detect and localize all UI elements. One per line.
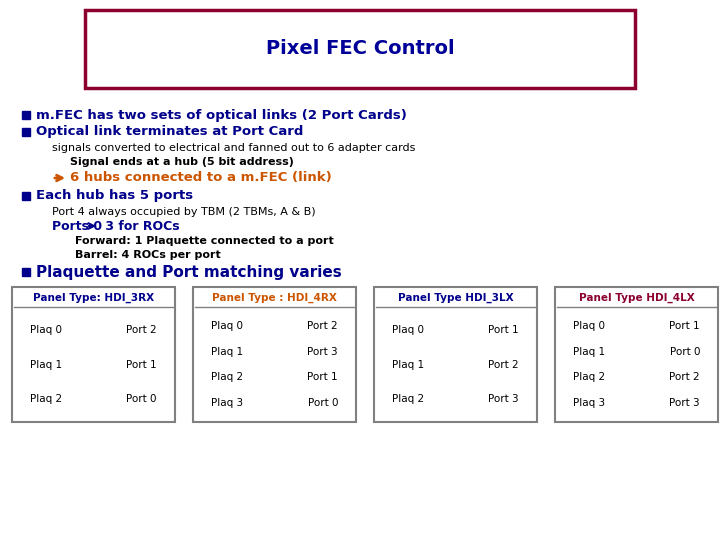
Text: Panel Type HDI_3LX: Panel Type HDI_3LX — [397, 293, 513, 303]
Text: Port 1: Port 1 — [670, 321, 700, 331]
Text: Plaq 1: Plaq 1 — [30, 360, 62, 369]
Text: Port 3: Port 3 — [307, 347, 338, 356]
Text: Panel Type HDI_4LX: Panel Type HDI_4LX — [579, 293, 694, 303]
Text: Plaq 2: Plaq 2 — [211, 373, 243, 382]
Text: Port 1: Port 1 — [307, 373, 338, 382]
Text: Barrel: 4 ROCs per port: Barrel: 4 ROCs per port — [75, 250, 221, 260]
Text: Port 0: Port 0 — [307, 398, 338, 408]
Text: Each hub has 5 ports: Each hub has 5 ports — [36, 190, 193, 202]
Text: Pixel FEC Control: Pixel FEC Control — [266, 39, 454, 58]
Text: 3 for ROCs: 3 for ROCs — [101, 219, 179, 233]
Text: Plaq 2: Plaq 2 — [573, 373, 605, 382]
FancyBboxPatch shape — [374, 287, 537, 422]
Text: Port 4 always occupied by TBM (2 TBMs, A & B): Port 4 always occupied by TBM (2 TBMs, A… — [52, 207, 315, 217]
Text: Plaq 0: Plaq 0 — [392, 325, 424, 335]
Text: Port 2: Port 2 — [307, 321, 338, 331]
FancyBboxPatch shape — [12, 287, 175, 422]
Bar — [22, 128, 30, 136]
Text: Plaquette and Port matching varies: Plaquette and Port matching varies — [36, 265, 342, 280]
Text: Plaq 2: Plaq 2 — [392, 394, 424, 404]
Text: Port 0: Port 0 — [127, 394, 157, 404]
Text: Plaq 1: Plaq 1 — [211, 347, 243, 356]
Text: m.FEC has two sets of optical links (2 Port Cards): m.FEC has two sets of optical links (2 P… — [36, 109, 407, 122]
Bar — [22, 268, 30, 276]
Text: Port 2: Port 2 — [670, 373, 700, 382]
FancyBboxPatch shape — [85, 10, 635, 88]
Bar — [22, 192, 30, 200]
Text: Port 2: Port 2 — [127, 325, 157, 335]
Text: Plaq 1: Plaq 1 — [392, 360, 424, 369]
Text: Plaq 3: Plaq 3 — [573, 398, 605, 408]
Text: Plaq 2: Plaq 2 — [30, 394, 62, 404]
Text: Ports 0: Ports 0 — [52, 219, 107, 233]
Text: Port 2: Port 2 — [488, 360, 519, 369]
Text: Port 1: Port 1 — [127, 360, 157, 369]
FancyBboxPatch shape — [193, 287, 356, 422]
Text: Port 3: Port 3 — [670, 398, 700, 408]
Text: Forward: 1 Plaquette connected to a port: Forward: 1 Plaquette connected to a port — [75, 236, 334, 246]
Text: Optical link terminates at Port Card: Optical link terminates at Port Card — [36, 125, 303, 138]
Text: 6 hubs connected to a m.FEC (link): 6 hubs connected to a m.FEC (link) — [70, 172, 332, 185]
Text: Signal ends at a hub (5 bit address): Signal ends at a hub (5 bit address) — [70, 157, 294, 167]
Text: Port 1: Port 1 — [488, 325, 519, 335]
Text: Panel Type : HDI_4RX: Panel Type : HDI_4RX — [212, 293, 337, 303]
Text: signals converted to electrical and fanned out to 6 adapter cards: signals converted to electrical and fann… — [52, 143, 415, 153]
Text: Port 0: Port 0 — [670, 347, 700, 356]
Bar — [22, 111, 30, 119]
Text: Plaq 3: Plaq 3 — [211, 398, 243, 408]
Text: Port 3: Port 3 — [488, 394, 519, 404]
Text: Panel Type: HDI_3RX: Panel Type: HDI_3RX — [33, 293, 154, 303]
Text: Plaq 1: Plaq 1 — [573, 347, 605, 356]
Text: Plaq 0: Plaq 0 — [211, 321, 243, 331]
Text: Plaq 0: Plaq 0 — [30, 325, 62, 335]
Text: Plaq 0: Plaq 0 — [573, 321, 605, 331]
FancyBboxPatch shape — [555, 287, 718, 422]
